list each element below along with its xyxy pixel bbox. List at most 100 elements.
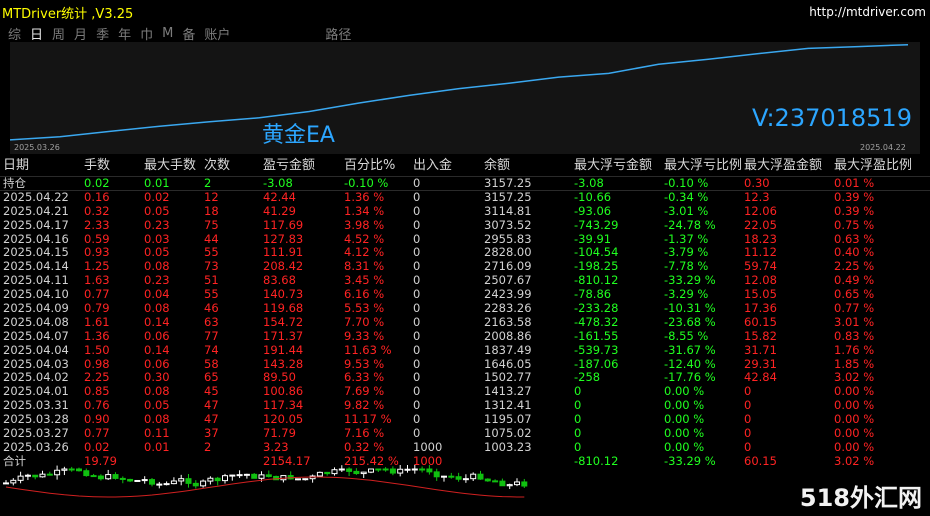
candle-body xyxy=(441,475,447,478)
candle-body xyxy=(178,478,185,482)
cell: 0 xyxy=(744,384,752,399)
cell: 2828.00 xyxy=(484,245,532,260)
cell: 12.08 xyxy=(744,273,777,288)
cell: 3.45 % xyxy=(344,273,385,288)
table-row: 2025.04.10 0.77 0.04 55 140.73 6.16 % 0 2423.99… xyxy=(0,287,930,301)
candle-body xyxy=(448,475,455,478)
cell: 2955.83 xyxy=(484,231,532,246)
candle-body xyxy=(382,468,389,471)
candle-body xyxy=(170,480,177,485)
tab-10[interactable]: 路径 xyxy=(325,27,352,43)
cell: 51 xyxy=(204,273,219,288)
cell: 2 xyxy=(204,439,212,454)
cell: 0.05 xyxy=(144,203,170,218)
candle-body xyxy=(243,473,250,476)
cell: 6.16 % xyxy=(344,287,385,302)
cell: 9.53 % xyxy=(344,356,385,371)
cell: 最大手数 xyxy=(144,158,197,173)
cell: 7.70 % xyxy=(344,314,385,329)
candle-body xyxy=(236,474,243,477)
watermark: 518外汇网 xyxy=(799,484,922,512)
cell: 2 xyxy=(204,176,212,190)
cell: 0.01 % xyxy=(834,176,875,190)
candle-body xyxy=(127,478,134,482)
cell: 0.08 xyxy=(144,384,170,399)
candle-body xyxy=(346,468,353,472)
cell: 最大浮亏比例 xyxy=(664,158,743,173)
cell: 3.02 % xyxy=(834,453,875,468)
tab-8[interactable]: 备 xyxy=(182,27,196,43)
cell: 1075.02 xyxy=(484,426,532,441)
cell: 0.85 xyxy=(84,384,110,399)
cell: 7.69 % xyxy=(344,384,385,399)
cell: 0.06 xyxy=(144,328,170,343)
cell: 2163.58 xyxy=(484,314,532,329)
tab-6[interactable]: 巾 xyxy=(140,27,154,43)
cell: 5.53 % xyxy=(344,301,385,316)
cell: 持仓 xyxy=(3,176,26,190)
cell: -187.06 xyxy=(574,356,619,371)
cell: 2.33 xyxy=(84,217,110,232)
cell: 余额 xyxy=(484,158,511,173)
cell: 0.01 xyxy=(144,439,170,454)
candle-body xyxy=(455,476,462,480)
cell: 140.73 xyxy=(263,287,304,302)
cell: 1.36 % xyxy=(344,189,385,204)
cell: 3157.25 xyxy=(484,189,532,204)
cell: 154.72 xyxy=(263,314,304,329)
cell: 120.05 xyxy=(263,412,304,427)
tab-1[interactable]: 日 xyxy=(30,27,44,43)
price-chart-strip xyxy=(3,465,528,498)
candle-body xyxy=(338,468,345,471)
tab-5[interactable]: 年 xyxy=(118,27,132,43)
cell: -7.78 % xyxy=(664,259,709,274)
cell: 171.37 xyxy=(263,328,304,343)
cell: 0.32 xyxy=(84,203,110,218)
ea-name-label: 黄金EA xyxy=(262,123,335,148)
cell: 47 xyxy=(204,398,219,413)
cell: 119.68 xyxy=(263,301,304,316)
cell: -33.29 % xyxy=(664,273,716,288)
tab-4[interactable]: 季 xyxy=(96,27,110,43)
tab-9[interactable]: 账户 xyxy=(204,27,231,43)
cell: 2025.04.07 xyxy=(3,328,69,343)
candle-body xyxy=(404,468,411,471)
cell: 0 xyxy=(413,245,421,260)
site-url-link[interactable]: http://mtdriver.com xyxy=(809,5,926,19)
cell: 0.75 % xyxy=(834,217,875,232)
candle-body xyxy=(83,470,90,477)
cell: 0 xyxy=(744,398,752,413)
cell: 1000 xyxy=(413,439,443,454)
cell: 0.23 xyxy=(144,217,170,232)
cell: 0 xyxy=(413,189,421,204)
cell: 0.39 % xyxy=(834,189,875,204)
cell: 22.05 xyxy=(744,217,777,232)
cell: 0 xyxy=(413,203,421,218)
cell: 19.79 xyxy=(84,453,117,468)
cell: 最大浮盈比例 xyxy=(834,158,913,173)
tab-7[interactable]: M xyxy=(162,25,174,41)
cell: -104.54 xyxy=(574,245,619,260)
tab-0[interactable]: 综 xyxy=(8,27,22,43)
cell: 0.30 xyxy=(144,370,170,385)
cell: 59.74 xyxy=(744,259,777,274)
cell: 46 xyxy=(204,301,219,316)
candle-body xyxy=(265,474,272,477)
candle-body xyxy=(46,473,53,476)
cell: 2025.04.02 xyxy=(3,370,69,385)
cell: 71.79 xyxy=(263,426,296,441)
cell: 12.06 xyxy=(744,203,777,218)
cell: -39.91 xyxy=(574,231,612,246)
tab-3[interactable]: 月 xyxy=(74,27,88,43)
cell: 3073.52 xyxy=(484,217,532,232)
cell: -161.55 xyxy=(574,328,619,343)
cell: 0 xyxy=(744,412,752,427)
cell: 0 xyxy=(413,273,421,288)
candle-body xyxy=(324,471,331,475)
cell: 1837.49 xyxy=(484,342,532,357)
cell: 0.08 xyxy=(144,259,170,274)
cell: 2507.67 xyxy=(484,273,532,288)
cell: -539.73 xyxy=(574,342,619,357)
tab-2[interactable]: 周 xyxy=(52,27,66,43)
cell: 0.30 xyxy=(744,176,770,190)
